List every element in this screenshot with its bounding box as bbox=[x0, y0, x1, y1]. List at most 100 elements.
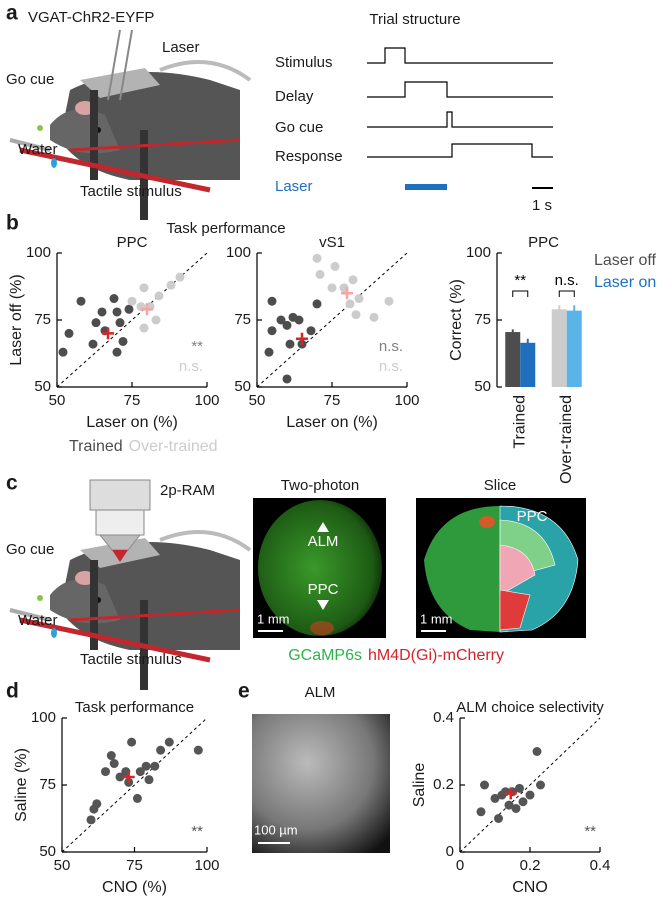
label: Tactile stimulus bbox=[80, 651, 182, 668]
point bbox=[112, 307, 122, 317]
x-tick-label: 75 bbox=[324, 392, 341, 409]
annotation: n.s. bbox=[555, 272, 579, 289]
laser-bar bbox=[405, 184, 447, 190]
y-axis-label: Laser off (%) bbox=[8, 274, 25, 365]
y-tick-label: 75 bbox=[474, 311, 491, 328]
point bbox=[348, 275, 358, 285]
point bbox=[276, 315, 286, 325]
row-label: Go cue bbox=[275, 119, 323, 136]
point bbox=[294, 315, 304, 325]
point bbox=[86, 815, 96, 825]
mean-marker bbox=[341, 287, 353, 300]
point bbox=[267, 326, 277, 336]
point bbox=[345, 299, 355, 309]
y-tick-label: 100 bbox=[466, 244, 491, 261]
legend-label: Laser on bbox=[594, 274, 656, 291]
x-tick-label: 0.2 bbox=[520, 857, 541, 874]
image-title: Slice bbox=[484, 477, 517, 494]
annotation: n.s. bbox=[379, 358, 403, 375]
y-tick-label: 50 bbox=[474, 378, 491, 395]
y-tick-label: 50 bbox=[234, 378, 251, 395]
annotation: n.s. bbox=[179, 358, 203, 375]
mean-marker bbox=[122, 770, 135, 783]
x-tick-label: Over-trained bbox=[558, 395, 575, 484]
point bbox=[141, 761, 151, 771]
chart-title: vS1 bbox=[319, 234, 345, 251]
mean-marker bbox=[504, 787, 517, 800]
panel-label: e bbox=[238, 680, 250, 703]
x-axis-label: Laser on (%) bbox=[286, 414, 378, 431]
bar bbox=[566, 310, 582, 387]
y-axis-label: Saline (%) bbox=[13, 748, 30, 822]
bar bbox=[551, 309, 567, 387]
image-title: ALM bbox=[305, 684, 336, 701]
bar bbox=[505, 332, 521, 387]
x-tick-label: 100 bbox=[194, 857, 219, 874]
y-tick-label: 100 bbox=[226, 244, 251, 261]
x-tick-label: 75 bbox=[124, 392, 141, 409]
point bbox=[109, 294, 119, 304]
legend-label: Trained bbox=[69, 438, 123, 455]
y-tick-label: 75 bbox=[34, 311, 51, 328]
point bbox=[354, 294, 364, 304]
point bbox=[112, 347, 122, 357]
point bbox=[515, 783, 524, 793]
y-axis-label: Correct (%) bbox=[448, 279, 465, 361]
bracket bbox=[558, 290, 575, 297]
label: Tactile stimulus bbox=[80, 183, 182, 200]
panel-label: d bbox=[6, 680, 19, 703]
point bbox=[97, 307, 107, 317]
title: Task performance bbox=[166, 220, 285, 237]
point bbox=[532, 747, 542, 756]
scale-label: 1 mm bbox=[420, 611, 453, 626]
point bbox=[135, 767, 145, 777]
unity-line bbox=[459, 717, 601, 853]
annotation: ** bbox=[191, 823, 203, 840]
point bbox=[282, 374, 292, 384]
x-tick-label: 0.4 bbox=[590, 857, 611, 874]
point bbox=[536, 780, 545, 790]
label: 2p-RAM bbox=[160, 482, 215, 499]
point bbox=[109, 759, 119, 769]
x-tick-label: 0 bbox=[456, 857, 464, 874]
chart-title: PPC bbox=[117, 234, 148, 251]
point bbox=[115, 318, 125, 328]
point bbox=[154, 291, 164, 301]
point bbox=[156, 745, 166, 755]
point bbox=[525, 790, 535, 800]
y-tick-label: 50 bbox=[34, 378, 51, 395]
y-tick-label: 0.2 bbox=[433, 776, 454, 793]
scale-label: 1 mm bbox=[257, 611, 290, 626]
y-tick-label: 75 bbox=[39, 776, 56, 793]
point bbox=[330, 261, 340, 271]
mean-marker bbox=[141, 303, 153, 316]
point bbox=[127, 296, 137, 306]
scale-label: 1 s bbox=[532, 197, 552, 214]
trial-traces bbox=[367, 47, 553, 158]
chart-title: PPC bbox=[528, 234, 559, 251]
point bbox=[92, 799, 102, 809]
panel-label: b bbox=[6, 212, 19, 235]
point bbox=[193, 745, 203, 755]
point bbox=[175, 272, 185, 282]
row-label: Delay bbox=[275, 88, 314, 105]
legend-label: Over-trained bbox=[129, 438, 218, 455]
image-title: Two-photon bbox=[281, 477, 359, 494]
point bbox=[518, 797, 528, 807]
point bbox=[312, 253, 322, 263]
mean-marker bbox=[296, 332, 308, 345]
annotation: ** bbox=[514, 272, 526, 289]
point bbox=[351, 310, 361, 320]
point bbox=[264, 347, 274, 357]
annotation: ** bbox=[191, 338, 203, 355]
y-tick-label: 100 bbox=[31, 709, 56, 726]
y-axis-label: Saline bbox=[411, 763, 428, 808]
x-axis-label: Laser on (%) bbox=[86, 414, 178, 431]
label: Water bbox=[18, 141, 57, 158]
x-axis-label: CNO (%) bbox=[102, 879, 167, 896]
point bbox=[106, 751, 116, 761]
chart-title: Task performance bbox=[75, 699, 194, 716]
label: VGAT-ChR2-EYFP bbox=[28, 9, 154, 26]
point bbox=[88, 339, 98, 349]
